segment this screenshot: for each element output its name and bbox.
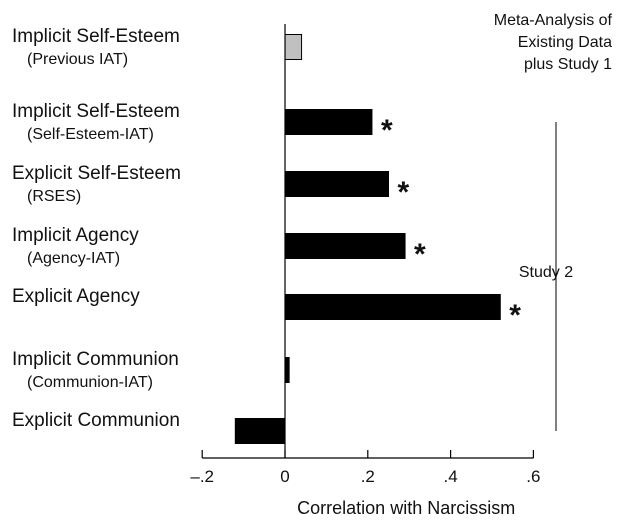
x-axis-label: Correlation with Narcissism [297,498,515,518]
category-label: Implicit Self-Esteem [12,101,180,122]
category-sublabel: (RSES) [27,188,81,205]
bar [234,418,286,444]
category-sublabel: (Communion-IAT) [27,374,153,391]
category-label: Implicit Self-Esteem [12,26,180,47]
bar [284,34,303,60]
x-tick-label: 0 [280,467,289,486]
bar [284,233,406,259]
category-label: Explicit Self-Esteem [12,163,181,184]
category-label: Implicit Communion [12,349,179,370]
bar [284,109,373,135]
category-label: Explicit Communion [12,410,180,431]
significance-marker: * [398,176,410,209]
bar [284,171,389,197]
category-label: Explicit Agency [12,286,140,307]
x-tick-label: .4 [444,467,458,486]
study2-label: Study 2 [519,264,573,281]
x-tick-label: .2 [361,467,375,486]
category-sublabel: (Agency-IAT) [27,250,120,267]
x-tick-label: –.2 [190,467,214,486]
x-tick-label: .6 [526,467,540,486]
category-sublabel: (Self-Esteem-IAT) [27,126,154,143]
meta-analysis-note: Existing Data [518,34,612,51]
bar [284,357,290,383]
category-sublabel: (Previous IAT) [27,51,128,68]
category-label: Implicit Agency [12,225,139,246]
significance-marker: * [381,114,393,147]
meta-analysis-note: Meta-Analysis of [494,12,613,29]
meta-analysis-note: plus Study 1 [524,56,612,73]
significance-marker: * [509,299,521,332]
significance-marker: * [414,238,426,271]
bar [284,294,501,320]
